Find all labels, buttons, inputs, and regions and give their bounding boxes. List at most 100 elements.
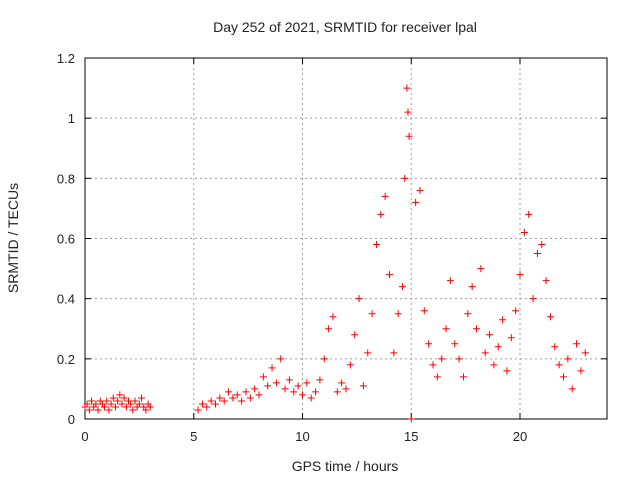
data-point-marker (555, 361, 563, 369)
data-point-marker (394, 310, 402, 318)
data-point (464, 310, 472, 318)
data-point (438, 355, 446, 363)
data-point-marker (198, 400, 206, 408)
data-point (404, 108, 412, 116)
data-point (455, 355, 463, 363)
y-axis-label: SRMTID / TECUs (5, 183, 21, 293)
data-point-marker (129, 406, 137, 414)
data-point (564, 355, 572, 363)
data-point (277, 355, 285, 363)
data-point (503, 367, 511, 375)
data-point (131, 397, 139, 405)
data-point (118, 400, 126, 408)
data-point (299, 391, 306, 399)
data-point (420, 307, 428, 315)
data-point (325, 325, 333, 333)
data-point-marker (342, 385, 350, 393)
data-point-marker (551, 343, 559, 351)
data-point-marker (416, 186, 424, 194)
data-point (459, 373, 467, 381)
data-point (403, 84, 411, 92)
data-point-marker (107, 400, 115, 408)
data-point-marker (351, 331, 359, 339)
data-point (364, 349, 372, 357)
data-point-marker (473, 325, 480, 333)
data-point (114, 397, 122, 405)
data-point (259, 373, 267, 381)
data-point-marker (299, 391, 306, 399)
data-point (346, 361, 354, 369)
data-point-marker (455, 355, 463, 363)
data-point-marker (499, 316, 507, 324)
data-point-marker (425, 340, 433, 348)
data-point (285, 376, 293, 384)
data-point (386, 271, 393, 279)
data-point-marker (294, 382, 302, 390)
data-point (520, 228, 528, 236)
data-point-marker (109, 394, 117, 402)
data-point-marker (568, 385, 576, 393)
data-point-marker (316, 376, 324, 384)
data-point-marker (220, 397, 228, 405)
data-point-marker (377, 210, 385, 218)
data-point (542, 277, 550, 285)
data-point (242, 388, 250, 396)
data-point-marker (212, 400, 219, 408)
x-tick-label: 10 (295, 429, 309, 444)
data-point-marker (403, 84, 411, 92)
data-point (394, 310, 402, 318)
data-point (486, 331, 494, 339)
data-point-marker (581, 349, 589, 357)
data-point-marker (486, 331, 494, 339)
data-point-marker (399, 283, 407, 291)
x-tick-label: 0 (81, 429, 88, 444)
data-point-marker (120, 394, 128, 402)
data-point (399, 283, 407, 291)
data-point (329, 313, 337, 321)
data-point-marker (546, 313, 554, 321)
data-point-marker (494, 343, 502, 351)
data-point-marker (542, 277, 550, 285)
data-point (416, 186, 424, 194)
data-point (216, 394, 224, 402)
data-point-marker (481, 349, 489, 357)
data-point-marker (242, 388, 250, 396)
data-point-marker (564, 355, 572, 363)
data-point-marker (364, 349, 372, 357)
x-tick-label: 20 (513, 429, 527, 444)
data-point-marker (507, 334, 515, 342)
data-point (451, 340, 459, 348)
data-point-marker (203, 403, 211, 411)
data-point (368, 310, 376, 318)
data-point (538, 241, 546, 249)
data-point (516, 271, 524, 279)
data-point (129, 406, 137, 414)
data-point-marker (122, 403, 130, 411)
data-point (122, 403, 130, 411)
y-tick-label: 0.4 (57, 292, 75, 307)
data-point-marker (420, 307, 428, 315)
data-point-marker (412, 198, 420, 206)
data-point-marker (251, 385, 259, 393)
data-point (477, 265, 485, 273)
chart-title: Day 252 of 2021, SRMTID for receiver lpa… (213, 19, 477, 35)
data-point-marker (225, 388, 233, 396)
data-point-marker (442, 325, 450, 333)
data-point-marker (429, 361, 437, 369)
data-point (109, 394, 117, 402)
data-point-marker (320, 355, 328, 363)
data-point-marker (451, 340, 459, 348)
data-point-marker (405, 132, 413, 140)
data-point (560, 373, 567, 381)
data-point-marker (516, 271, 524, 279)
data-point (94, 406, 102, 414)
data-point (268, 364, 276, 372)
data-point (238, 397, 246, 405)
data-point (377, 210, 385, 218)
data-point-marker (111, 403, 119, 411)
data-point-marker (285, 376, 293, 384)
data-point-marker (355, 295, 363, 303)
data-point-marker (101, 403, 109, 411)
data-point-marker (307, 394, 315, 402)
data-point (568, 385, 576, 393)
